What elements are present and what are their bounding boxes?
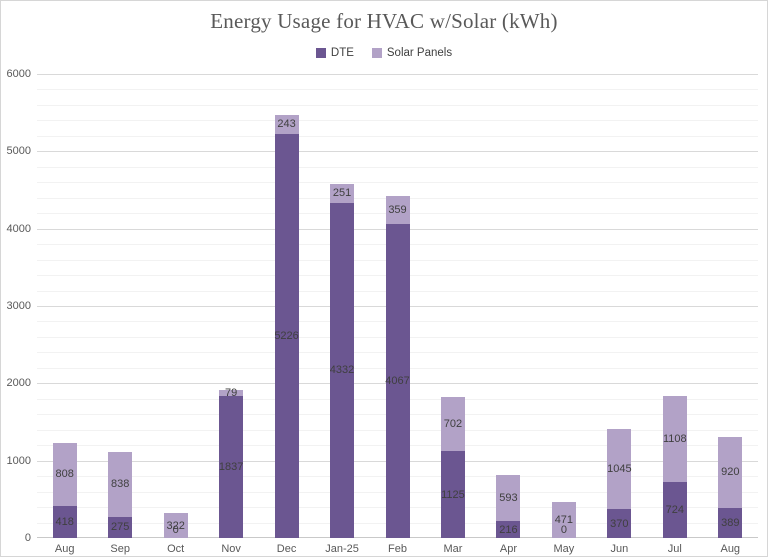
x-tick-label: Oct	[167, 543, 185, 555]
bar-segment-solar	[163, 513, 188, 538]
bar-segment-dte	[718, 507, 743, 538]
legend: DTE Solar Panels	[1, 47, 767, 59]
x-tick-label: Feb	[388, 543, 407, 555]
x-tick-label: Aug	[54, 543, 75, 555]
bar-segment-solar	[718, 436, 743, 508]
bar-segment-solar	[52, 443, 77, 506]
bar-segment-dte	[496, 521, 521, 538]
bar-segment-dte	[385, 223, 410, 538]
legend-label-dte: DTE	[330, 47, 354, 59]
legend-label-solar-panels: Solar Panels	[386, 47, 453, 59]
x-tick-label: Jul	[667, 543, 682, 555]
bar-segment-solar	[551, 501, 576, 538]
bar-segment-dte	[330, 203, 355, 538]
y-tick-label: 0	[24, 532, 31, 544]
x-tick-label: Jun	[610, 543, 629, 555]
minor-gridline	[37, 89, 758, 91]
bar-segment-dte	[274, 133, 299, 538]
minor-gridline	[37, 104, 758, 106]
bar-segment-solar	[385, 195, 410, 224]
bar-jan-25-5	[330, 74, 355, 538]
x-tick-label: Jan-25	[325, 543, 359, 555]
x-tick-label: Nov	[221, 543, 241, 555]
x-tick-label: Aug	[720, 543, 741, 555]
y-tick-label: 2000	[6, 377, 31, 390]
dte-swatch-icon	[315, 48, 326, 58]
bar-nov-3	[219, 74, 244, 538]
bar-segment-dte	[662, 482, 687, 538]
x-tick-label: Apr	[499, 543, 517, 555]
bar-aug-12	[718, 74, 743, 538]
x-tick-label: Mar	[443, 543, 463, 555]
y-tick-label: 1000	[6, 454, 31, 467]
bar-jul-11	[662, 74, 687, 538]
solar-panels-swatch-icon	[371, 48, 382, 58]
bar-segment-solar	[496, 475, 521, 522]
bar-segment-solar	[330, 183, 355, 203]
minor-gridline	[37, 166, 758, 168]
y-tick-label: 4000	[6, 222, 31, 235]
y-tick-label: 3000	[6, 300, 31, 312]
bar-segment-solar	[662, 396, 687, 483]
major-gridline	[37, 74, 758, 75]
bar-feb-6	[385, 74, 410, 538]
minor-gridline	[37, 182, 758, 184]
chart-title: Energy Usage for HVAC w/Solar (kWh)	[210, 9, 558, 33]
x-axis: Aug Sep Oct Nov Dec Jan-25 Feb Mar Apr May Jun Jul A…	[37, 540, 758, 556]
bar-segment-dte	[108, 516, 133, 538]
x-tick-label: Sep	[110, 543, 130, 555]
x-tick-label: Dec	[276, 543, 297, 555]
bar-mar-7	[440, 74, 465, 538]
bar-apr-8	[496, 74, 521, 538]
y-axis: 0 1000 2000 3000 4000 5000 6000	[1, 68, 31, 544]
bar-segment-solar	[108, 451, 133, 517]
legend-item-dte: DTE	[315, 47, 354, 59]
bar-aug-0	[52, 74, 77, 538]
bar-jun-10	[607, 74, 632, 538]
minor-gridline	[37, 120, 758, 122]
bar-dec-4	[274, 74, 299, 538]
y-tick-label: 5000	[6, 145, 31, 158]
minor-gridline	[37, 135, 758, 137]
y-tick-label: 6000	[6, 68, 31, 80]
bar-segment-dte	[219, 395, 244, 538]
plot-area: 418 808 275 838 0 322 1837 79 5226 243 4332 251 4067…	[37, 74, 758, 538]
major-gridline	[37, 151, 758, 153]
bar-segment-dte	[440, 451, 465, 538]
bar-segment-solar	[274, 115, 299, 134]
bar-oct-2	[163, 74, 188, 538]
bar-segment-solar	[607, 428, 632, 510]
bar-segment-dte	[607, 509, 632, 538]
bar-segment-solar	[219, 389, 244, 396]
x-tick-label: May	[553, 543, 575, 555]
bar-may-9	[551, 74, 576, 538]
bar-segment-solar	[440, 396, 465, 451]
bar-sep-1	[108, 74, 133, 538]
bar-segment-dte	[52, 505, 77, 538]
legend-item-solar-panels: Solar Panels	[371, 47, 453, 59]
